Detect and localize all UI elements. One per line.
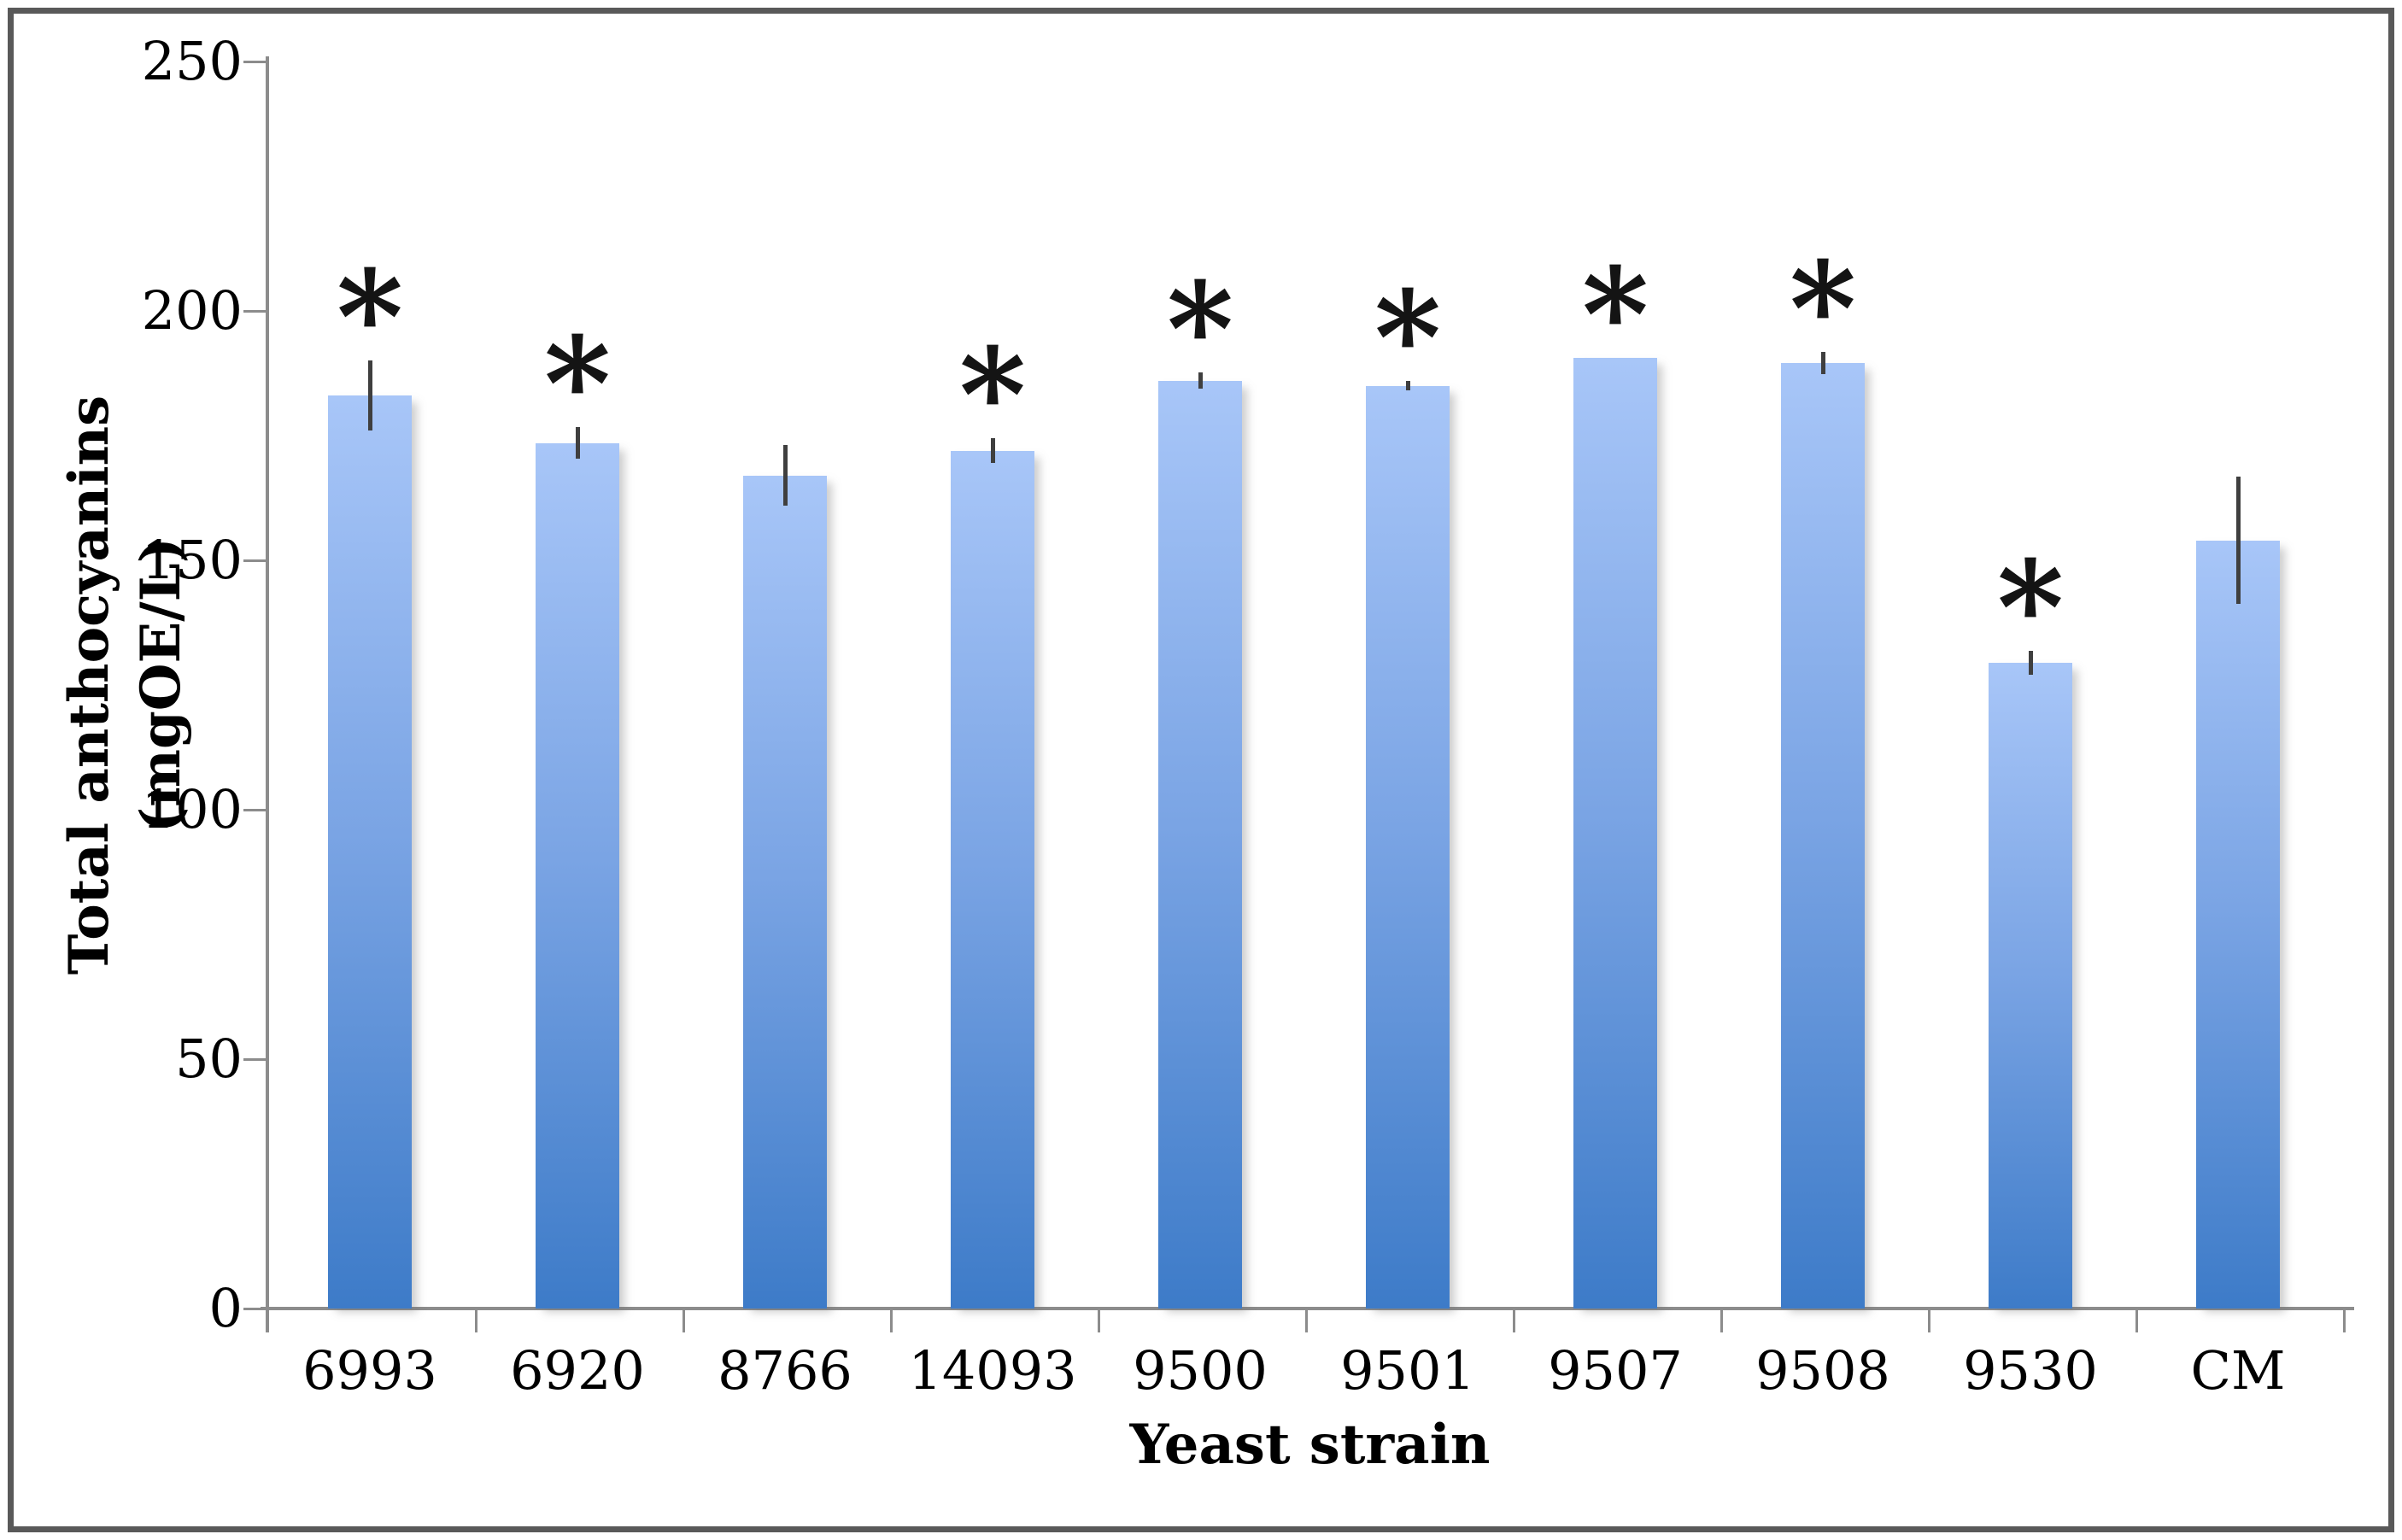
- x-tick-label-CM: CM: [2190, 1339, 2286, 1402]
- error-bar-9508: [1820, 352, 1825, 375]
- error-bar-9501: [1405, 380, 1410, 391]
- significance-asterisk-6920: *: [543, 309, 612, 460]
- error-bar-9530: [2028, 650, 2033, 675]
- bar-9507: [1573, 358, 1657, 1309]
- bar-9501: [1366, 385, 1450, 1309]
- y-axis-line: [266, 56, 269, 1332]
- y-axis-tick: [243, 60, 267, 63]
- significance-asterisk-9508: *: [1789, 234, 1857, 385]
- x-axis-tick: [1928, 1309, 1930, 1332]
- y-tick-label: 200: [141, 279, 243, 342]
- x-axis-tick: [890, 1309, 893, 1332]
- y-axis-tick: [243, 309, 267, 313]
- y-tick-label: 150: [141, 529, 243, 591]
- error-bar-14093: [990, 437, 995, 464]
- bar-14093: [951, 450, 1034, 1309]
- x-tick-label-8766: 8766: [718, 1339, 852, 1402]
- x-tick-label-9507: 9507: [1548, 1339, 1683, 1402]
- x-tick-label-9500: 9500: [1133, 1339, 1268, 1402]
- x-axis-tick: [1720, 1309, 1723, 1332]
- x-tick-label-9530: 9530: [1963, 1339, 2098, 1402]
- bar-9500: [1158, 380, 1242, 1309]
- x-tick-label-9508: 9508: [1755, 1339, 1890, 1402]
- y-tick-label: 100: [141, 778, 243, 840]
- significance-asterisk-9507: *: [1581, 240, 1649, 391]
- error-bar-9500: [1198, 372, 1203, 389]
- error-bar-CM: [2235, 476, 2241, 605]
- x-axis-tick: [475, 1309, 477, 1332]
- y-tick-label: 0: [208, 1277, 243, 1339]
- bar-6920: [536, 442, 619, 1309]
- x-tick-label-14093: 14093: [908, 1339, 1077, 1402]
- y-axis-tick: [243, 808, 267, 811]
- x-tick-label-6993: 6993: [302, 1339, 437, 1402]
- significance-asterisk-9500: *: [1166, 255, 1234, 406]
- x-axis-tick: [2135, 1309, 2138, 1332]
- y-axis-title: Total anthocyanins (mgOE/L): [57, 395, 193, 975]
- x-tick-label-9501: 9501: [1340, 1339, 1475, 1402]
- y-axis-tick: [243, 1307, 267, 1310]
- error-bar-8766: [782, 445, 788, 507]
- significance-asterisk-14093: *: [958, 319, 1027, 471]
- y-axis-tick: [243, 1057, 267, 1061]
- x-axis-tick: [683, 1309, 685, 1332]
- y-axis-tick: [243, 559, 267, 562]
- bar-CM: [2196, 540, 2280, 1309]
- y-tick-label: 250: [141, 30, 243, 92]
- significance-asterisk-9501: *: [1374, 262, 1442, 413]
- error-bar-6920: [575, 427, 580, 460]
- y-tick-label: 50: [175, 1028, 243, 1090]
- bar-6993: [328, 395, 412, 1309]
- x-axis-tick: [1305, 1309, 1308, 1332]
- significance-asterisk-9530: *: [1996, 532, 2065, 683]
- x-axis-tick: [2343, 1309, 2346, 1332]
- bar-8766: [743, 475, 827, 1309]
- x-axis-tick: [1098, 1309, 1100, 1332]
- x-axis-title: Yeast strain: [1129, 1413, 1491, 1477]
- x-tick-label-6920: 6920: [510, 1339, 645, 1402]
- significance-asterisk-6993: *: [336, 243, 404, 394]
- bar-9530: [1989, 662, 2072, 1309]
- error-bar-6993: [367, 360, 372, 431]
- bar-9508: [1781, 363, 1865, 1309]
- x-axis-tick: [1513, 1309, 1515, 1332]
